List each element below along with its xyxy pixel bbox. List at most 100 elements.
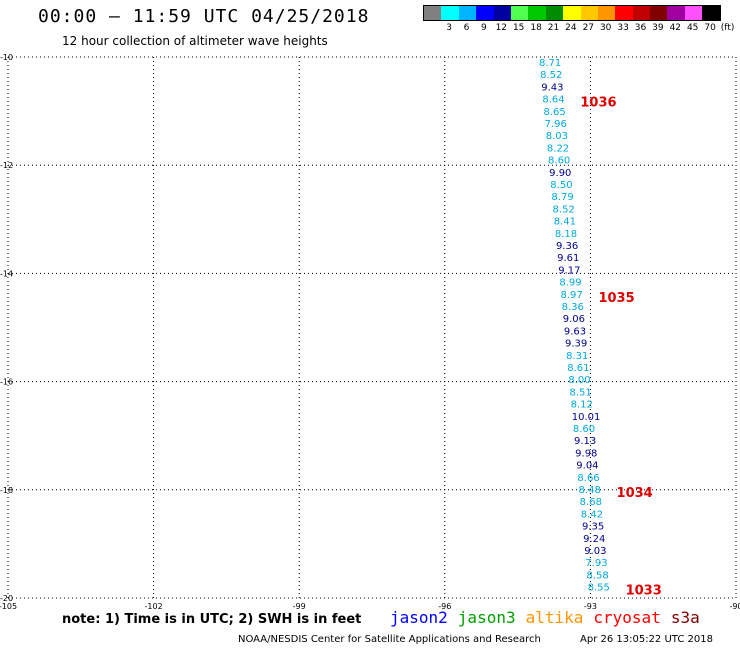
legend-label: 30 (599, 23, 612, 33)
wave-height-value: 9.39 (565, 339, 587, 350)
lon-tick-label: -102 (145, 602, 163, 611)
legend-label: 70 (704, 23, 716, 33)
legend-swatch (702, 6, 720, 20)
legend-label: 3 (446, 23, 452, 33)
legend-swatch (563, 6, 581, 20)
wave-height-value: 8.52 (553, 204, 575, 215)
legend-label: 45 (686, 23, 699, 33)
wave-height-value: 9.98 (575, 448, 597, 459)
wave-height-value: 8.41 (554, 217, 576, 228)
legend-swatch (476, 6, 494, 20)
lat-tick-label: -10 (0, 53, 13, 62)
lon-tick-label: -93 (584, 602, 597, 611)
legend-label: 9 (481, 23, 487, 33)
wave-height-value: 8.79 (551, 192, 573, 203)
wave-height-value: 8.50 (550, 180, 572, 191)
wave-height-value: 8.52 (540, 70, 562, 81)
wave-height-value: 9.04 (576, 461, 598, 472)
lon-tick-label: -90 (729, 602, 740, 611)
wave-height-value: 8.31 (566, 351, 588, 362)
lat-tick-label: -18 (0, 486, 13, 495)
wave-height-value: 9.13 (574, 436, 596, 447)
wave-height-value: 10.01 (572, 412, 601, 423)
legend-label: 21 (547, 23, 560, 33)
legend-label: 18 (530, 23, 542, 33)
legend-label: 42 (669, 23, 682, 33)
footer-note: note: 1) Time is in UTC; 2) SWH is in fe… (62, 612, 362, 627)
legend-swatch (545, 6, 564, 20)
legend-swatch (510, 6, 529, 20)
wave-height-value: 8.71 (539, 58, 561, 69)
legend-label: 39 (652, 23, 664, 33)
wave-height-values: 8.718.529.438.648.657.968.038.228.609.90… (539, 58, 610, 594)
legend-swatch (580, 6, 598, 20)
wave-height-value: 9.35 (582, 522, 604, 533)
legend-unit: (ft) (720, 23, 735, 33)
legend-swatch (684, 6, 703, 20)
wave-height-value: 8.61 (567, 363, 589, 374)
wave-height-value: 8.55 (588, 583, 610, 594)
wave-height-value: 9.61 (557, 253, 579, 264)
legend-label: 27 (582, 23, 595, 33)
pass-label: 1034 (617, 486, 653, 501)
legend-swatch (528, 6, 546, 20)
legend-swatch (424, 6, 442, 20)
credit-line: NOAA/NESDIS Center for Satellite Applica… (238, 634, 541, 645)
legend-label: 24 (565, 23, 577, 33)
wave-height-value: 8.64 (542, 95, 564, 106)
wave-height-value: 8.60 (548, 156, 570, 167)
wave-height-value: 8.60 (573, 424, 595, 435)
wave-height-value: 9.24 (583, 534, 605, 545)
satellite-name: cryosat (593, 608, 661, 627)
legend-swatch (458, 6, 477, 20)
wave-height-value: 9.43 (541, 82, 563, 93)
lat-tick-label: -20 (0, 594, 13, 603)
legend-swatch (632, 6, 651, 20)
wave-height-value: 9.03 (584, 546, 606, 557)
wave-height-value: 8.36 (562, 302, 584, 313)
satellite-name: jason3 (457, 608, 516, 627)
legend-swatch (597, 6, 616, 20)
lat-tick-label: -14 (0, 269, 13, 278)
wave-height-value: 8.22 (547, 143, 569, 154)
wave-height-value: 9.17 (558, 265, 580, 276)
page-title: 00:00 – 11:59 UTC 04/25/2018 (38, 6, 370, 27)
satellite-name: s3a (670, 608, 700, 627)
wave-height-value: 8.65 (544, 107, 566, 118)
legend-label: 36 (634, 23, 647, 33)
legend-swatch (615, 6, 633, 20)
wave-height-value: 8.66 (577, 473, 599, 484)
legend-label: 15 (512, 23, 525, 33)
legend-swatch (441, 6, 459, 20)
lat-tick-label: -16 (0, 378, 13, 387)
wave-height-value: 9.90 (549, 168, 571, 179)
pass-label: 1036 (580, 96, 616, 111)
lon-tick-label: -105 (0, 602, 17, 611)
color-legend: 3 6 9 12 15 18 21 24 27 30 33 36 39 42 45 70 (ft) (423, 5, 739, 35)
legend-label: 6 (463, 23, 470, 33)
lat-tick-label: -12 (0, 161, 13, 170)
wave-height-value: 9.63 (564, 326, 586, 337)
legend-label: 33 (617, 23, 629, 33)
lon-tick-label: -99 (293, 602, 306, 611)
generation-timestamp: Apr 26 13:05:22 UTC 2018 (580, 634, 713, 645)
wave-height-value: 8.42 (581, 509, 603, 520)
axis-tick-labels: -105 -102 -99 -96 -93 -90 -10 -12 -14 -16 -18 -20 (0, 53, 740, 611)
satellite-name: altika (525, 608, 584, 627)
wave-height-value: 8.48 (579, 485, 601, 496)
pass-number-labels: 1036 1035 1034 1033 (580, 96, 661, 599)
wave-height-value: 8.18 (555, 229, 577, 240)
satellite-legend: jason2 jason3 altika cryosat s3a (390, 608, 710, 627)
legend-swatch (667, 6, 685, 20)
wave-height-value: 8.03 (546, 131, 568, 142)
legend-swatch (650, 6, 668, 20)
wave-height-value: 8.51 (570, 387, 592, 398)
wave-height-value: 8.00 (568, 375, 590, 386)
wave-height-value: 8.58 (586, 570, 608, 581)
legend-label: 12 (495, 23, 508, 33)
wave-height-value: 7.96 (545, 119, 567, 130)
wave-height-value: 7.93 (585, 558, 607, 569)
wave-height-value: 8.97 (560, 290, 582, 301)
pass-label: 1035 (598, 291, 634, 306)
lon-tick-label: -96 (438, 602, 451, 611)
